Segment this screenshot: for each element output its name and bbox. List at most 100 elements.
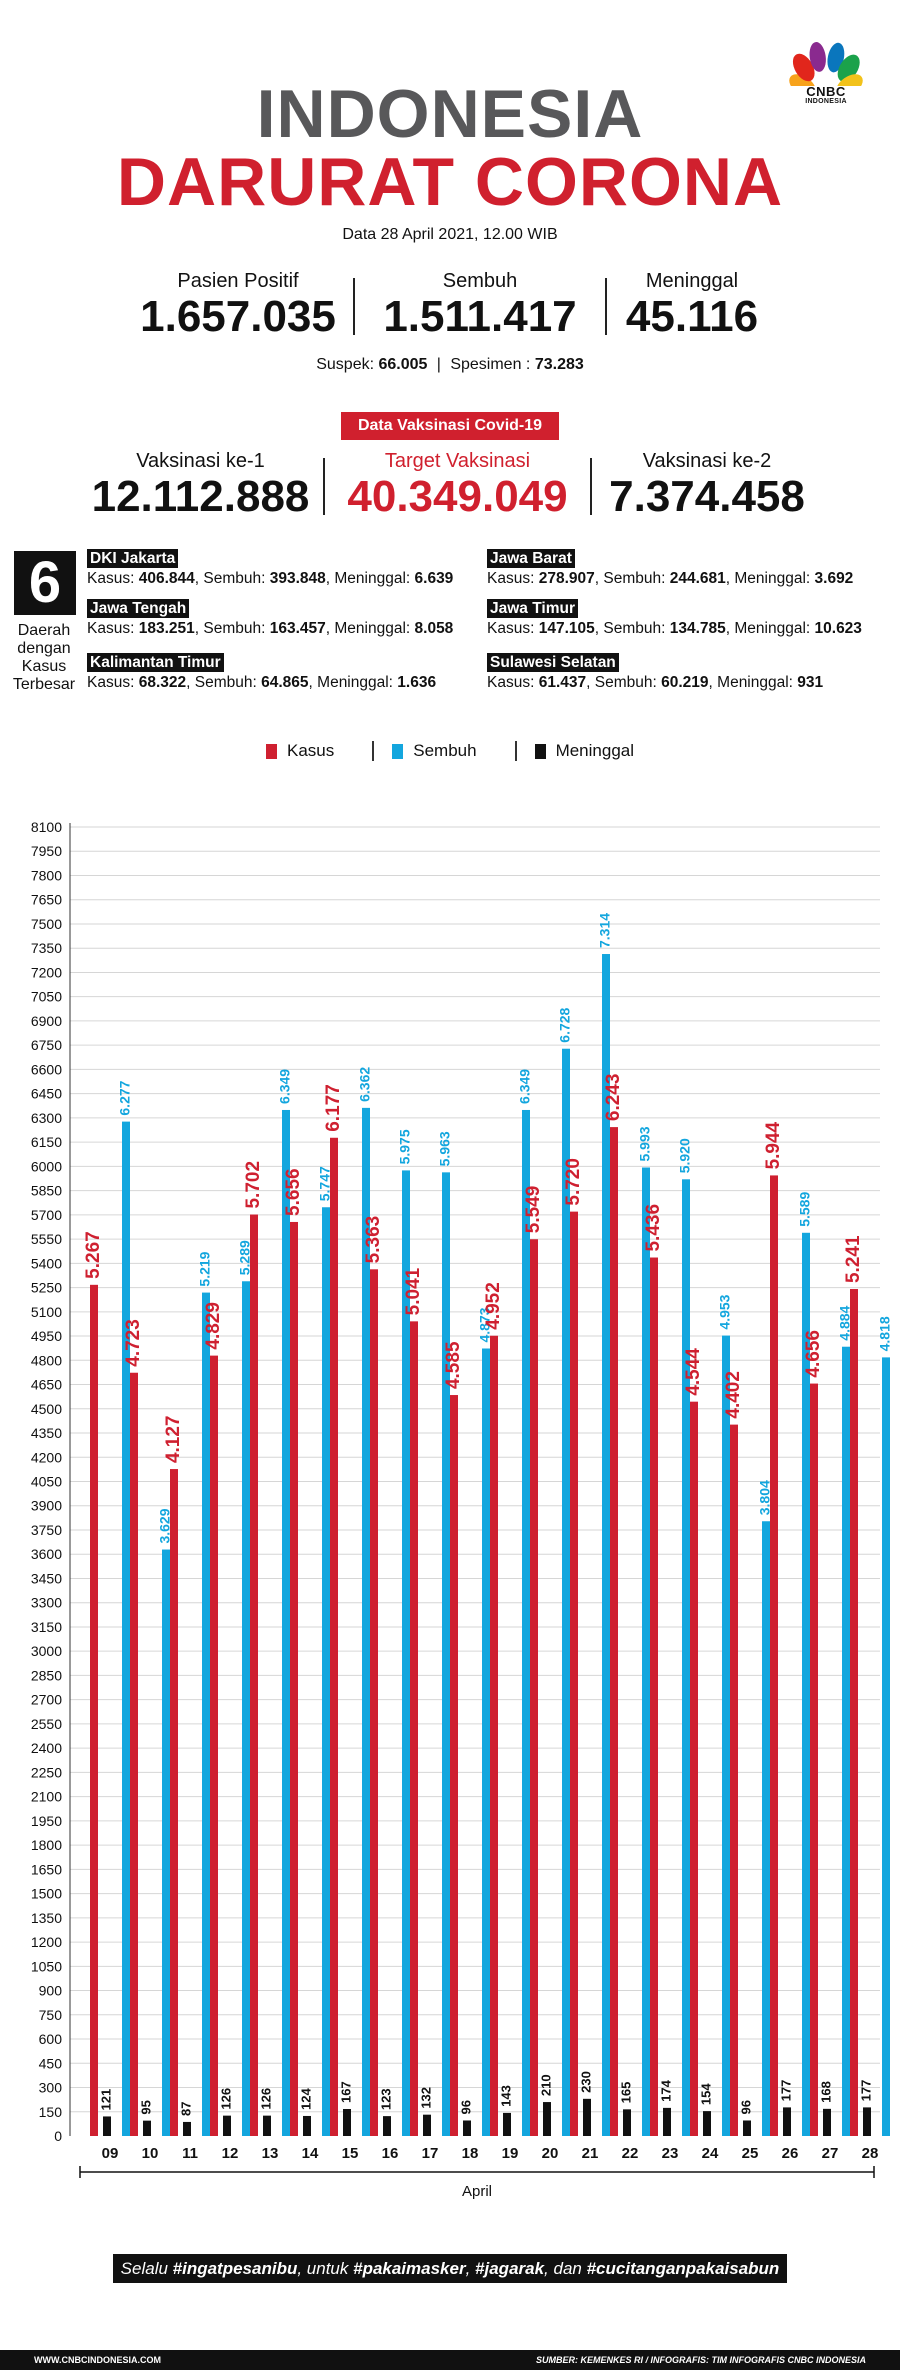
meninggal-label: Meninggal:: [734, 620, 811, 637]
bar-meninggal: [463, 2120, 471, 2136]
footer-text: , untuk: [297, 2259, 354, 2278]
data-label-kasus: 5.241: [843, 1235, 864, 1283]
bar-meninggal: [663, 2107, 671, 2136]
y-tick-label: 750: [39, 2007, 63, 2023]
sembuh-label: Sembuh:: [203, 620, 266, 637]
sembuh-label: Sembuh:: [603, 570, 666, 587]
bar-kasus: [410, 1321, 418, 2136]
data-label-meninggal: 96: [458, 2100, 473, 2114]
footer-source: SUMBER: KEMENKES RI / INFOGRAFIS: TIM IN…: [535, 2355, 866, 2365]
kasus-label: Kasus:: [87, 570, 135, 587]
y-tick-label: 2850: [31, 1667, 62, 1683]
y-tick-label: 6150: [31, 1134, 62, 1150]
bar-sembuh: [522, 1109, 530, 2136]
data-label-sembuh: 5.920: [677, 1138, 693, 1173]
legend-sembuh: Sembuh: [392, 741, 477, 761]
y-tick-label: 300: [39, 2080, 63, 2096]
hashtag: #pakaimasker: [353, 2259, 466, 2278]
legend-swatch-kasus: [265, 743, 277, 759]
x-tick-label: 28: [862, 2145, 879, 2162]
data-label-kasus: 5.363: [363, 1216, 384, 1264]
kasus-value: 68.322: [138, 674, 187, 691]
x-tick-label: 26: [782, 2145, 799, 2162]
kasus-value: 183.251: [138, 620, 195, 637]
data-label-meninggal: 126: [218, 2088, 233, 2110]
y-tick-label: 4650: [31, 1377, 62, 1393]
kasus-value: 278.907: [538, 570, 595, 587]
x-tick-label: 10: [142, 2145, 159, 2162]
bar-sembuh: [242, 1281, 250, 2136]
kasus-label: Kasus:: [487, 674, 535, 691]
data-label-meninggal: 143: [498, 2085, 513, 2107]
data-label-sembuh: 6.728: [557, 1007, 573, 1042]
data-label-kasus: 4.585: [443, 1341, 464, 1389]
spesimen-label: Spesimen :: [450, 356, 531, 373]
kasus-value: 147.105: [538, 620, 595, 637]
bar-kasus: [330, 1137, 338, 2136]
x-tick-label: 21: [582, 2145, 599, 2162]
bar-kasus: [450, 1395, 458, 2136]
bar-kasus: [170, 1469, 178, 2136]
data-label-sembuh: 5.747: [317, 1166, 333, 1201]
y-tick-label: 1500: [31, 1886, 62, 1902]
data-label-sembuh: 4.873: [477, 1307, 493, 1342]
meninggal-label: Meninggal:: [317, 674, 393, 691]
region-stats: Kasus: 68.322, Sembuh: 64.865, Meninggal…: [87, 674, 437, 691]
footer-bar: WWW.CNBCINDONESIA.COM SUMBER: KEMENKES R…: [0, 2350, 900, 2370]
vaksin-target-value: 40.349.049: [347, 472, 568, 521]
data-label-sembuh: 7.314: [597, 913, 613, 948]
x-tick-label: 20: [542, 2145, 559, 2162]
data-label-kasus: 5.944: [763, 1121, 784, 1169]
data-label-kasus: 6.177: [323, 1084, 344, 1132]
sembuh-value: 393.848: [269, 570, 326, 587]
data-label-meninggal: 174: [658, 2079, 673, 2101]
y-tick-label: 5100: [31, 1304, 62, 1320]
y-tick-label: 2700: [31, 1692, 62, 1708]
vaksin-ke1-label: Vaksinasi ke-1: [136, 450, 265, 472]
stat-divider: [590, 458, 592, 515]
region-count: 6: [14, 551, 76, 615]
y-tick-label: 7650: [31, 892, 62, 908]
y-tick-label: 3000: [31, 1643, 62, 1659]
bar-meninggal: [183, 2121, 191, 2136]
data-label-meninggal: 177: [858, 2080, 873, 2102]
data-label-kasus: 6.243: [603, 1074, 624, 1122]
x-tick-label: 17: [422, 2145, 439, 2162]
data-label-kasus: 5.436: [643, 1204, 664, 1252]
vaksin-target-label: Target Vaksinasi: [384, 450, 531, 472]
bar-sembuh: [202, 1292, 210, 2136]
meninggal-label: Meninggal:: [334, 620, 411, 637]
y-tick-label: 4200: [31, 1449, 62, 1465]
region-caption-line: Terbesar: [12, 676, 76, 693]
hashtag: #cucitanganpakaisabun: [586, 2259, 780, 2278]
bar-sembuh: [362, 1107, 370, 2136]
stat-divider: [323, 458, 325, 515]
chart-legend: Kasus Sembuh Meninggal: [0, 741, 900, 761]
legend-label-sembuh: Sembuh: [413, 741, 477, 760]
data-label-meninggal: 177: [778, 2080, 793, 2102]
y-tick-label: 6300: [31, 1110, 62, 1126]
bar-meninggal: [223, 2115, 231, 2136]
legend-label-kasus: Kasus: [286, 741, 335, 760]
x-tick-label: 14: [302, 2145, 319, 2162]
stat-sembuh: Sembuh 1.511.417: [355, 270, 605, 341]
y-tick-label: 7200: [31, 964, 62, 980]
region-stats: Kasus: 147.105, Sembuh: 134.785, Meningg…: [487, 620, 862, 637]
legend-swatch-meninggal: [534, 743, 546, 759]
sembuh-value: 64.865: [261, 674, 309, 691]
stat-positif-label: Pasien Positif: [177, 270, 299, 292]
data-label-sembuh: 4.818: [877, 1316, 893, 1351]
y-tick-label: 3300: [31, 1595, 62, 1611]
bar-kasus: [570, 1211, 578, 2136]
bar-meninggal: [263, 2115, 271, 2136]
bar-sembuh: [322, 1207, 330, 2136]
data-label-sembuh: 3.629: [157, 1508, 173, 1543]
vaccination-stats: Vaksinasi ke-1 12.112.888 Target Vaksina…: [0, 450, 900, 521]
y-tick-label: 150: [39, 2104, 63, 2120]
bar-sembuh: [802, 1232, 810, 2136]
sembuh-value: 60.219: [661, 674, 709, 691]
data-label-sembuh: 6.277: [117, 1080, 133, 1115]
data-label-sembuh: 6.349: [277, 1069, 293, 1104]
bar-sembuh: [162, 1549, 170, 2136]
region-jawa-timur: Jawa Timur Kasus: 147.105, Sembuh: 134.7…: [487, 599, 862, 639]
